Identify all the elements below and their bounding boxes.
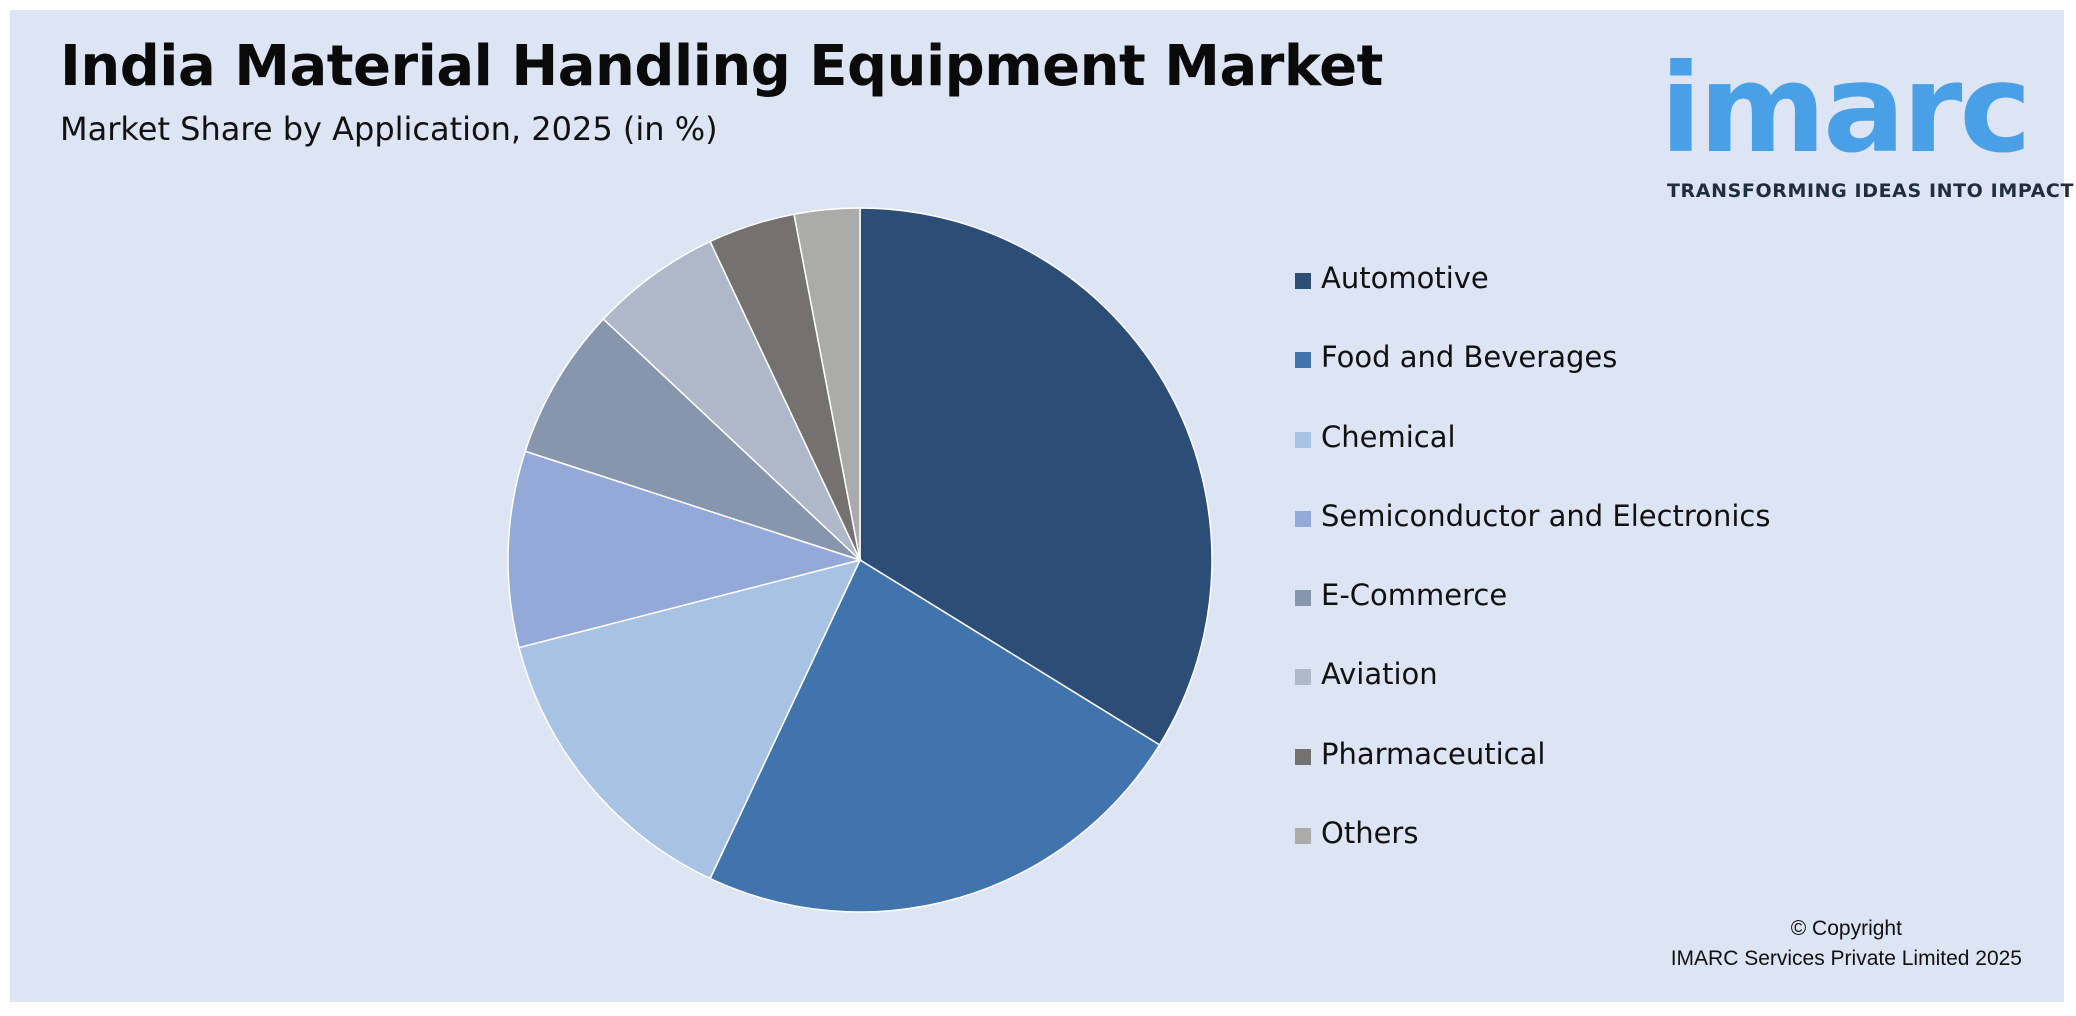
page-title: India Material Handling Equipment Market: [60, 34, 1383, 99]
legend-item-e-commerce: E-Commerce: [1295, 575, 1770, 654]
legend-swatch-chemical: [1295, 431, 1311, 448]
chart-background: India Material Handling Equipment Market…: [10, 10, 2073, 1002]
pie-slice-semiconductor-and-electronics: [507, 450, 863, 649]
logo-tagline: TRANSFORMING IDEAS INTO IMPACT: [1667, 180, 2075, 202]
chart-legend: Automotive Food and Beverages Chemical Semi…: [1295, 258, 1770, 892]
legend-label-chemical: Chemical: [1321, 419, 1456, 454]
legend-item-others: Others: [1295, 813, 1770, 892]
legend-item-aviation: Aviation: [1295, 654, 1770, 733]
legend-label-food-and-beverages: Food and Beverages: [1321, 340, 1618, 375]
pie-slice-others: [793, 207, 861, 561]
imarc-logo: imarc TRANSFORMING IDEAS INTO IMPACT: [1650, 26, 2073, 216]
legend-item-chemical: Chemical: [1295, 417, 1770, 496]
legend-label-e-commerce: E-Commerce: [1321, 578, 1508, 613]
page-subtitle: Market Share by Application, 2025 (in %): [60, 110, 718, 148]
legend-swatch-aviation: [1295, 669, 1311, 686]
legend-swatch-semiconductor-and-electronics: [1295, 510, 1311, 527]
legend-label-pharmaceutical: Pharmaceutical: [1321, 736, 1546, 771]
legend-item-automotive: Automotive: [1295, 258, 1770, 337]
legend-label-semiconductor-and-electronics: Semiconductor and Electronics: [1321, 498, 1771, 533]
legend-swatch-automotive: [1295, 273, 1311, 289]
pie-slice-e-commerce: [524, 317, 861, 561]
legend-swatch-pharmaceutical: [1295, 748, 1311, 765]
pie-slice-food-and-beverages: [709, 558, 1161, 913]
legend-item-food-and-beverages: Food and Beverages: [1295, 337, 1770, 416]
legend-label-automotive: Automotive: [1321, 261, 1489, 295]
copyright-notice: © Copyright IMARC Services Private Limit…: [1671, 914, 2022, 974]
pie-slice-automotive: [859, 207, 1213, 746]
legend-label-aviation: Aviation: [1321, 657, 1438, 692]
pie-slice-chemical: [518, 558, 862, 880]
legend-item-semiconductor-and-electronics: Semiconductor and Electronics: [1295, 496, 1770, 575]
legend-label-others: Others: [1321, 816, 1419, 851]
legend-swatch-e-commerce: [1295, 590, 1311, 607]
legend-swatch-food-and-beverages: [1295, 352, 1311, 369]
copyright-line-2: IMARC Services Private Limited 2025: [1670, 947, 2022, 970]
copyright-line-1: © Copyright: [1790, 917, 1902, 940]
pie-chart: [507, 207, 1213, 913]
legend-item-pharmaceutical: Pharmaceutical: [1295, 734, 1770, 813]
pie-slice-aviation: [602, 240, 861, 561]
legend-swatch-others: [1295, 828, 1311, 845]
logo-wordmark: imarc: [1660, 38, 2032, 180]
